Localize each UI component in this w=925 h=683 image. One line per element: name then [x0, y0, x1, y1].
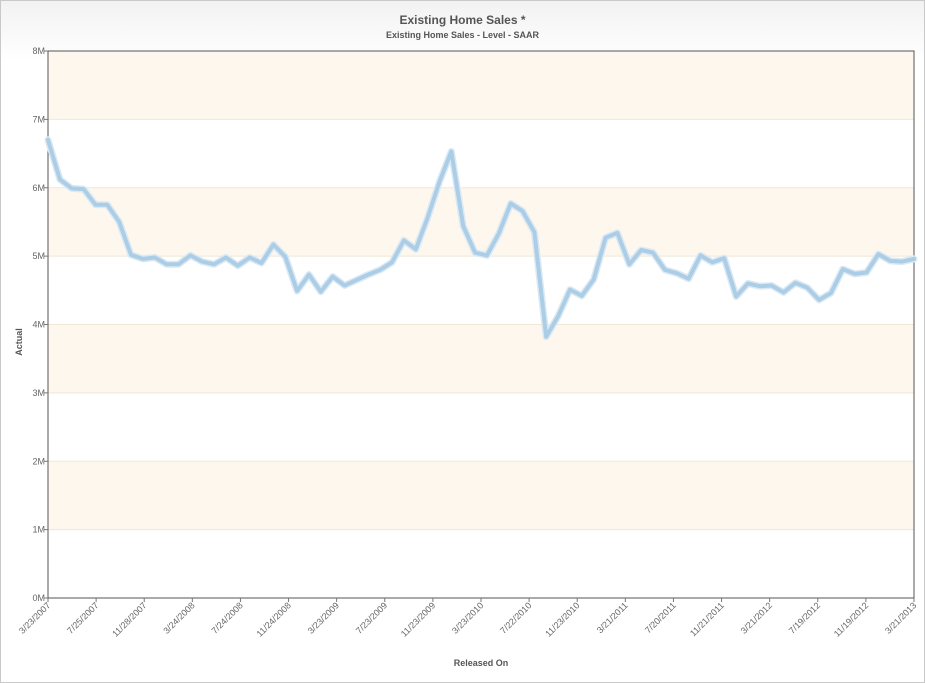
x-tick-label: 11/21/2011 — [688, 600, 726, 638]
x-tick-label: 3/23/2009 — [306, 600, 341, 635]
background-band — [48, 187, 914, 257]
y-tick-label: 1M — [32, 525, 45, 535]
y-tick-label: 4M — [32, 320, 45, 330]
series-line — [46, 137, 916, 339]
x-tick-label: 7/24/2008 — [209, 600, 244, 635]
background-band — [48, 529, 914, 598]
x-tick-label: 7/25/2007 — [65, 600, 100, 635]
y-tick-label: 5M — [32, 251, 45, 261]
x-tick-label: 11/24/2008 — [255, 600, 293, 638]
x-tick-label: 7/23/2009 — [354, 600, 389, 635]
y-tick-label: 6M — [32, 183, 45, 193]
series-group — [44, 136, 918, 341]
y-axis: 0M 1M 2M 3M 4M 5M 6M 7M 8M — [32, 46, 48, 603]
x-axis: 3/23/2007 7/25/2007 11/28/2007 3/24/2008 7/2… — [17, 598, 918, 639]
x-tick-label: 7/22/2010 — [498, 600, 533, 635]
x-tick-label: 3/21/2012 — [739, 600, 774, 635]
y-tick-label: 0M — [32, 593, 45, 603]
y-axis-title: Actual — [14, 328, 24, 356]
background-bands — [48, 51, 914, 598]
background-band — [48, 324, 914, 393]
chart-title: Existing Home Sales * — [399, 13, 526, 27]
x-tick-label: 11/23/2009 — [399, 600, 437, 638]
x-tick-label: 3/23/2010 — [450, 600, 485, 635]
chart-subtitle: Existing Home Sales - Level - SAAR — [385, 30, 540, 40]
x-tick-label: 7/20/2011 — [643, 600, 678, 635]
x-axis-title: Released On — [454, 658, 509, 668]
x-tick-label: 7/19/2012 — [787, 600, 822, 635]
background-band — [48, 51, 914, 120]
x-tick-label: 11/23/2010 — [543, 600, 581, 638]
background-band — [48, 256, 914, 325]
x-tick-label: 3/23/2007 — [17, 600, 52, 635]
background-band — [48, 461, 914, 530]
background-band — [48, 392, 914, 462]
y-tick-label: 7M — [32, 114, 45, 124]
y-tick-label: 8M — [32, 46, 45, 56]
y-tick-label: 3M — [32, 388, 45, 398]
x-tick-label: 11/28/2007 — [110, 600, 148, 638]
y-tick-label: 2M — [32, 456, 45, 466]
x-tick-label: 3/21/2011 — [595, 600, 630, 635]
background-band — [48, 119, 914, 188]
x-tick-label: 3/21/2013 — [883, 600, 918, 635]
x-tick-label: 3/24/2008 — [161, 600, 196, 635]
x-tick-label: 11/19/2012 — [832, 600, 870, 638]
